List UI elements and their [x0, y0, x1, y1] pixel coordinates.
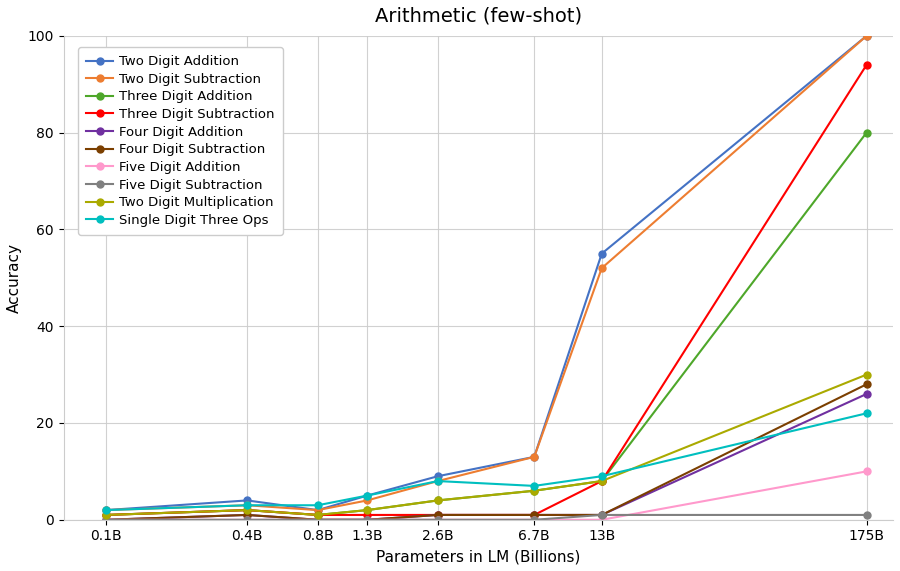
Three Digit Subtraction	[432, 512, 443, 518]
Four Digit Addition	[312, 516, 323, 523]
Four Digit Subtraction	[597, 512, 608, 518]
Four Digit Addition	[597, 512, 608, 518]
Four Digit Addition	[432, 512, 443, 518]
Four Digit Subtraction	[861, 381, 872, 388]
Single Digit Three Ops	[312, 502, 323, 509]
Five Digit Subtraction	[432, 516, 443, 523]
X-axis label: Parameters in LM (Billions): Parameters in LM (Billions)	[376, 549, 580, 564]
Single Digit Three Ops	[242, 502, 253, 509]
Line: Four Digit Subtraction: Four Digit Subtraction	[103, 381, 870, 523]
Four Digit Addition	[529, 512, 540, 518]
Y-axis label: Accuracy: Accuracy	[7, 243, 22, 313]
Five Digit Addition	[861, 468, 872, 475]
Three Digit Addition	[362, 506, 373, 513]
Line: Four Digit Addition: Four Digit Addition	[103, 391, 870, 523]
Three Digit Addition	[861, 129, 872, 136]
Five Digit Addition	[242, 516, 253, 523]
Two Digit Addition	[312, 506, 323, 513]
Four Digit Addition	[861, 391, 872, 397]
Five Digit Addition	[312, 516, 323, 523]
Three Digit Subtraction	[362, 512, 373, 518]
Single Digit Three Ops	[432, 477, 443, 484]
Five Digit Addition	[597, 516, 608, 523]
Four Digit Addition	[362, 516, 373, 523]
Three Digit Addition	[529, 487, 540, 494]
Single Digit Three Ops	[861, 410, 872, 417]
Four Digit Addition	[101, 516, 112, 523]
Four Digit Subtraction	[432, 512, 443, 518]
Two Digit Subtraction	[101, 506, 112, 513]
Three Digit Subtraction	[529, 512, 540, 518]
Line: Two Digit Subtraction: Two Digit Subtraction	[103, 33, 870, 513]
Three Digit Subtraction	[242, 506, 253, 513]
Line: Two Digit Addition: Two Digit Addition	[103, 33, 870, 513]
Five Digit Subtraction	[242, 516, 253, 523]
Legend: Two Digit Addition, Two Digit Subtraction, Three Digit Addition, Three Digit Sub: Two Digit Addition, Two Digit Subtractio…	[78, 47, 283, 235]
Two Digit Multiplication	[312, 512, 323, 518]
Five Digit Subtraction	[312, 516, 323, 523]
Five Digit Subtraction	[597, 512, 608, 518]
Four Digit Subtraction	[529, 512, 540, 518]
Two Digit Addition	[432, 473, 443, 480]
Four Digit Subtraction	[242, 512, 253, 518]
Two Digit Subtraction	[242, 502, 253, 509]
Five Digit Addition	[529, 516, 540, 523]
Five Digit Subtraction	[529, 516, 540, 523]
Two Digit Addition	[861, 33, 872, 39]
Four Digit Subtraction	[312, 516, 323, 523]
Five Digit Addition	[432, 516, 443, 523]
Two Digit Subtraction	[529, 453, 540, 460]
Two Digit Subtraction	[312, 506, 323, 513]
Two Digit Multiplication	[432, 497, 443, 504]
Three Digit Subtraction	[597, 477, 608, 484]
Two Digit Addition	[362, 492, 373, 499]
Line: Single Digit Three Ops: Single Digit Three Ops	[103, 410, 870, 513]
Five Digit Subtraction	[362, 516, 373, 523]
Two Digit Addition	[242, 497, 253, 504]
Two Digit Multiplication	[362, 506, 373, 513]
Two Digit Addition	[597, 250, 608, 257]
Two Digit Subtraction	[861, 33, 872, 39]
Three Digit Addition	[312, 512, 323, 518]
Two Digit Addition	[529, 453, 540, 460]
Line: Three Digit Addition: Three Digit Addition	[103, 129, 870, 518]
Two Digit Subtraction	[362, 497, 373, 504]
Two Digit Multiplication	[242, 506, 253, 513]
Two Digit Multiplication	[597, 477, 608, 484]
Two Digit Multiplication	[101, 512, 112, 518]
Three Digit Subtraction	[861, 62, 872, 69]
Two Digit Addition	[101, 506, 112, 513]
Single Digit Three Ops	[362, 492, 373, 499]
Four Digit Subtraction	[362, 516, 373, 523]
Three Digit Subtraction	[101, 512, 112, 518]
Four Digit Subtraction	[101, 516, 112, 523]
Three Digit Addition	[597, 477, 608, 484]
Three Digit Addition	[101, 512, 112, 518]
Single Digit Three Ops	[529, 482, 540, 489]
Two Digit Multiplication	[861, 371, 872, 378]
Title: Arithmetic (few-shot): Arithmetic (few-shot)	[374, 7, 582, 26]
Line: Two Digit Multiplication: Two Digit Multiplication	[103, 371, 870, 518]
Four Digit Addition	[242, 512, 253, 518]
Line: Three Digit Subtraction: Three Digit Subtraction	[103, 62, 870, 518]
Two Digit Subtraction	[597, 265, 608, 272]
Five Digit Subtraction	[101, 516, 112, 523]
Line: Five Digit Subtraction: Five Digit Subtraction	[103, 512, 870, 523]
Five Digit Addition	[101, 516, 112, 523]
Single Digit Three Ops	[101, 506, 112, 513]
Three Digit Addition	[242, 506, 253, 513]
Five Digit Addition	[362, 516, 373, 523]
Line: Five Digit Addition: Five Digit Addition	[103, 468, 870, 523]
Three Digit Subtraction	[312, 512, 323, 518]
Two Digit Subtraction	[432, 477, 443, 484]
Single Digit Three Ops	[597, 473, 608, 480]
Three Digit Addition	[432, 497, 443, 504]
Five Digit Subtraction	[861, 512, 872, 518]
Two Digit Multiplication	[529, 487, 540, 494]
